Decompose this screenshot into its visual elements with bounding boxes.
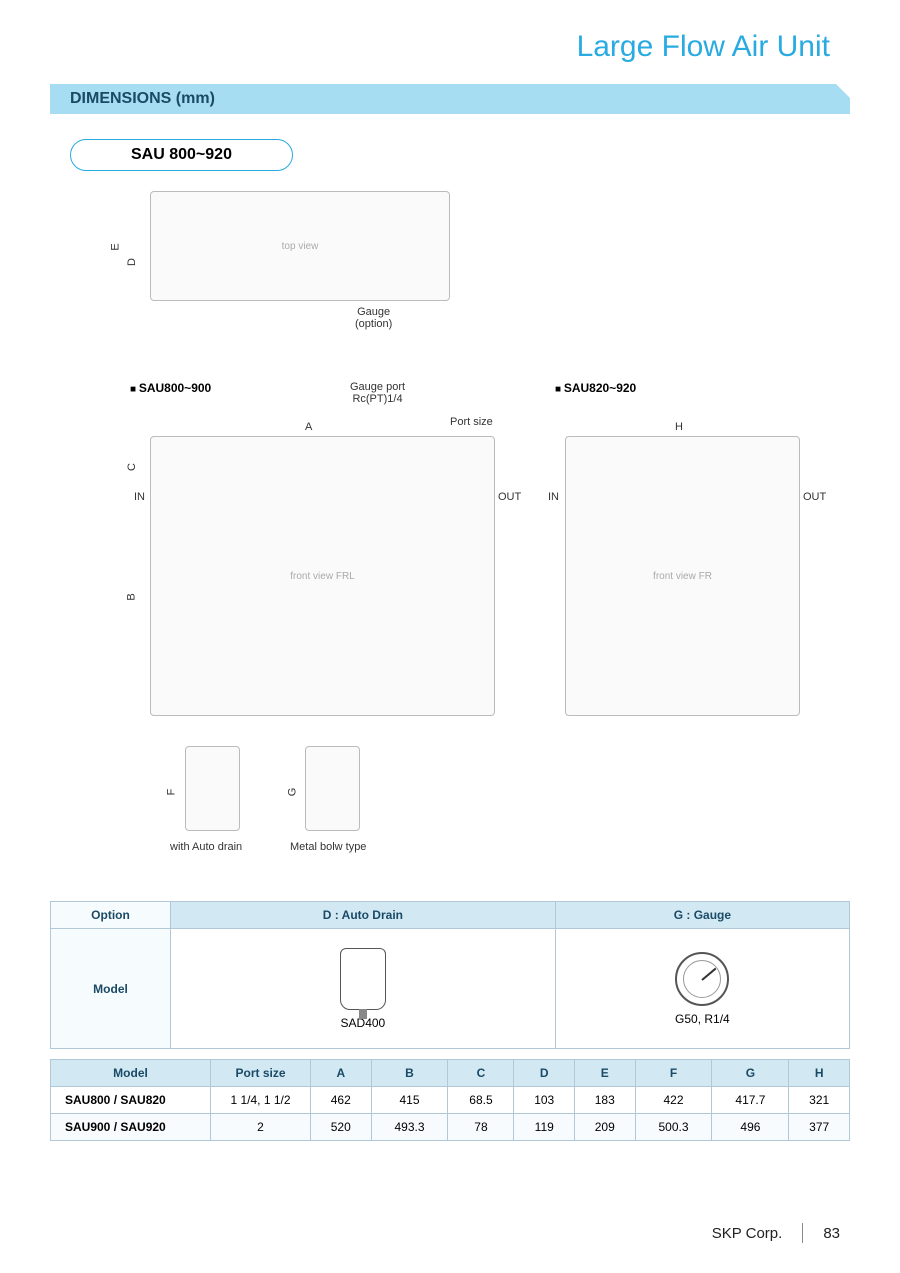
in-label-right: IN bbox=[548, 491, 559, 503]
footer-page-number: 83 bbox=[823, 1225, 840, 1242]
dims-row-1: SAU900 / SAU920 2 520 493.3 78 119 209 5… bbox=[51, 1114, 850, 1141]
page-title: Large Flow Air Unit bbox=[50, 30, 830, 64]
dim-label-b: B bbox=[126, 593, 138, 600]
dims-r0-e: 183 bbox=[575, 1087, 636, 1114]
options-col-d: D : Auto Drain bbox=[171, 902, 556, 929]
subheading-sau820-920: SAU820~920 bbox=[555, 381, 636, 395]
dims-r0-f: 422 bbox=[635, 1087, 712, 1114]
auto-drain-icon bbox=[340, 948, 386, 1010]
section-heading-dimensions: DIMENSIONS (mm) bbox=[50, 84, 850, 114]
dim-label-g: G bbox=[286, 788, 298, 797]
auto-drain-label: with Auto drain bbox=[170, 841, 242, 853]
dims-row-0: SAU800 / SAU820 1 1/4, 1 1/2 462 415 68.… bbox=[51, 1087, 850, 1114]
options-model-g-cell: G50, R1/4 bbox=[555, 929, 849, 1049]
footer: SKP Corp. 83 bbox=[712, 1223, 840, 1243]
auto-drain-diagram bbox=[185, 746, 240, 831]
dims-r1-e: 209 bbox=[575, 1114, 636, 1141]
dims-col-a: A bbox=[311, 1060, 372, 1087]
options-col-g: G : Gauge bbox=[555, 902, 849, 929]
out-label-left: OUT bbox=[498, 491, 521, 503]
dims-r1-b: 493.3 bbox=[371, 1114, 448, 1141]
gauge-port-label: Gauge port Rc(PT)1/4 bbox=[350, 381, 405, 405]
dim-label-c: C bbox=[126, 463, 138, 471]
dim-label-a: A bbox=[305, 421, 312, 433]
port-size-label: Port size bbox=[450, 416, 493, 428]
sau800-900-diagram: front view FRL bbox=[150, 436, 495, 716]
dims-col-g: G bbox=[712, 1060, 789, 1087]
dims-header-row: Model Port size A B C D E F G H bbox=[51, 1060, 850, 1087]
options-table: Option D : Auto Drain G : Gauge Model SA… bbox=[50, 901, 850, 1049]
footer-divider bbox=[802, 1223, 803, 1243]
dims-col-f: F bbox=[635, 1060, 712, 1087]
options-row-model-label: Model bbox=[51, 929, 171, 1049]
dims-r0-c: 68.5 bbox=[448, 1087, 514, 1114]
dims-r1-d: 119 bbox=[514, 1114, 575, 1141]
dim-label-d: D bbox=[126, 258, 138, 266]
sau820-920-diagram: front view FR bbox=[565, 436, 800, 716]
options-col-option: Option bbox=[51, 902, 171, 929]
options-model-g: G50, R1/4 bbox=[675, 1012, 730, 1026]
dims-r1-c: 78 bbox=[448, 1114, 514, 1141]
diagram-zone: top view D E Gauge (option) SAU800~900 G… bbox=[50, 191, 850, 891]
dims-r1-a: 520 bbox=[311, 1114, 372, 1141]
dims-col-port: Port size bbox=[211, 1060, 311, 1087]
top-view-diagram: top view bbox=[150, 191, 450, 301]
dims-r1-model: SAU900 / SAU920 bbox=[51, 1114, 211, 1141]
subheading-sau800-900: SAU800~900 bbox=[130, 381, 211, 395]
dims-col-c: C bbox=[448, 1060, 514, 1087]
dim-label-e: E bbox=[110, 243, 122, 250]
dim-label-h: H bbox=[675, 421, 683, 433]
dims-r0-h: 321 bbox=[789, 1087, 850, 1114]
gauge-option-callout: Gauge (option) bbox=[355, 306, 392, 330]
metal-bowl-label: Metal bolw type bbox=[290, 841, 366, 853]
dims-r0-g: 417.7 bbox=[712, 1087, 789, 1114]
dimensions-table: Model Port size A B C D E F G H SAU800 /… bbox=[50, 1059, 850, 1141]
options-model-d-cell: SAD400 bbox=[171, 929, 556, 1049]
dims-col-h: H bbox=[789, 1060, 850, 1087]
dims-r0-a: 462 bbox=[311, 1087, 372, 1114]
dims-col-d: D bbox=[514, 1060, 575, 1087]
in-label-left: IN bbox=[134, 491, 145, 503]
dims-r0-model: SAU800 / SAU820 bbox=[51, 1087, 211, 1114]
out-label-right: OUT bbox=[803, 491, 826, 503]
dims-r0-d: 103 bbox=[514, 1087, 575, 1114]
dims-col-e: E bbox=[575, 1060, 636, 1087]
footer-company: SKP Corp. bbox=[712, 1225, 783, 1242]
dims-col-model: Model bbox=[51, 1060, 211, 1087]
dims-r0-b: 415 bbox=[371, 1087, 448, 1114]
gauge-icon bbox=[675, 952, 729, 1006]
dims-r1-f: 500.3 bbox=[635, 1114, 712, 1141]
dim-label-f: F bbox=[165, 789, 177, 796]
dims-r1-h: 377 bbox=[789, 1114, 850, 1141]
dims-r1-g: 496 bbox=[712, 1114, 789, 1141]
dims-r1-port: 2 bbox=[211, 1114, 311, 1141]
dims-col-b: B bbox=[371, 1060, 448, 1087]
metal-bowl-diagram bbox=[305, 746, 360, 831]
model-range-pill: SAU 800~920 bbox=[70, 139, 293, 171]
dims-r0-port: 1 1/4, 1 1/2 bbox=[211, 1087, 311, 1114]
